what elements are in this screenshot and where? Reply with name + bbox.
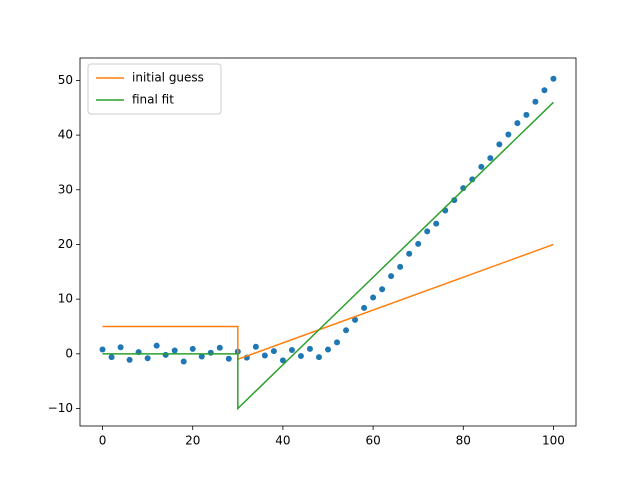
scatter-point bbox=[297, 353, 304, 360]
scatter-point bbox=[180, 358, 187, 365]
scatter-point bbox=[469, 176, 476, 183]
scatter-point bbox=[424, 228, 431, 235]
scatter-point bbox=[189, 345, 196, 352]
legend-label: final fit bbox=[132, 93, 174, 107]
scatter-point bbox=[270, 348, 277, 355]
scatter-point bbox=[325, 346, 331, 353]
axes-frame bbox=[79, 57, 577, 427]
scatter-point bbox=[225, 355, 232, 362]
scatter-point bbox=[388, 273, 395, 280]
y-tick-label: 30 bbox=[58, 182, 73, 196]
scatter-point bbox=[433, 220, 440, 227]
x-tick-label: 100 bbox=[542, 434, 565, 448]
scatter-point bbox=[99, 346, 106, 353]
scatter-point bbox=[352, 316, 359, 323]
scatter-point bbox=[451, 197, 458, 204]
scatter-point bbox=[514, 120, 521, 127]
scatter-point bbox=[460, 185, 467, 192]
scatter-point bbox=[532, 98, 539, 105]
scatter-point bbox=[216, 344, 223, 351]
x-tick-label: 0 bbox=[99, 434, 107, 448]
scatter-point bbox=[315, 354, 322, 361]
x-tick-label: 20 bbox=[185, 434, 200, 448]
legend-box bbox=[87, 63, 222, 115]
scatter-point bbox=[306, 345, 313, 352]
scatter-point bbox=[108, 354, 115, 361]
scatter-point bbox=[198, 353, 205, 360]
scatter-point bbox=[550, 75, 557, 82]
scatter-point bbox=[117, 344, 124, 351]
line bbox=[102, 101, 554, 411]
scatter-point bbox=[162, 351, 169, 358]
scatter-point bbox=[144, 355, 151, 362]
scatter-point bbox=[496, 141, 503, 148]
y-tick-label: 50 bbox=[58, 73, 73, 87]
scatter-point bbox=[153, 342, 160, 349]
y-tick-label: 20 bbox=[58, 237, 73, 251]
scatter-point bbox=[361, 304, 368, 311]
scatter-point bbox=[541, 87, 548, 94]
x-tick-label: 40 bbox=[275, 434, 290, 448]
scatter-point bbox=[415, 240, 422, 247]
scatter-point bbox=[343, 327, 350, 334]
scatter-point bbox=[252, 343, 259, 350]
scatter-point bbox=[207, 349, 214, 356]
scatter-point bbox=[487, 155, 494, 162]
line bbox=[102, 243, 554, 361]
scatter-point bbox=[279, 357, 286, 364]
scatter-point bbox=[171, 347, 178, 354]
scatter-point bbox=[261, 352, 268, 359]
scatter-point bbox=[505, 131, 512, 138]
scatter-point bbox=[334, 339, 341, 346]
scatter-point bbox=[379, 286, 386, 293]
y-tick-label: 40 bbox=[58, 128, 73, 142]
scatter-point bbox=[478, 163, 485, 170]
scatter-point bbox=[523, 111, 530, 118]
x-tick-label: 60 bbox=[365, 434, 380, 448]
scatter-point bbox=[397, 263, 404, 270]
legend-label: initial guess bbox=[132, 71, 204, 85]
scatter-point bbox=[370, 294, 377, 301]
x-tick-label: 80 bbox=[456, 434, 471, 448]
scatter-point bbox=[126, 356, 133, 363]
y-tick-label: 10 bbox=[58, 292, 73, 306]
y-tick-label: −10 bbox=[48, 401, 73, 415]
scatter-point bbox=[288, 346, 295, 353]
scatter-point bbox=[406, 250, 413, 257]
plot-area bbox=[99, 75, 557, 411]
y-tick-label: 0 bbox=[65, 346, 73, 360]
